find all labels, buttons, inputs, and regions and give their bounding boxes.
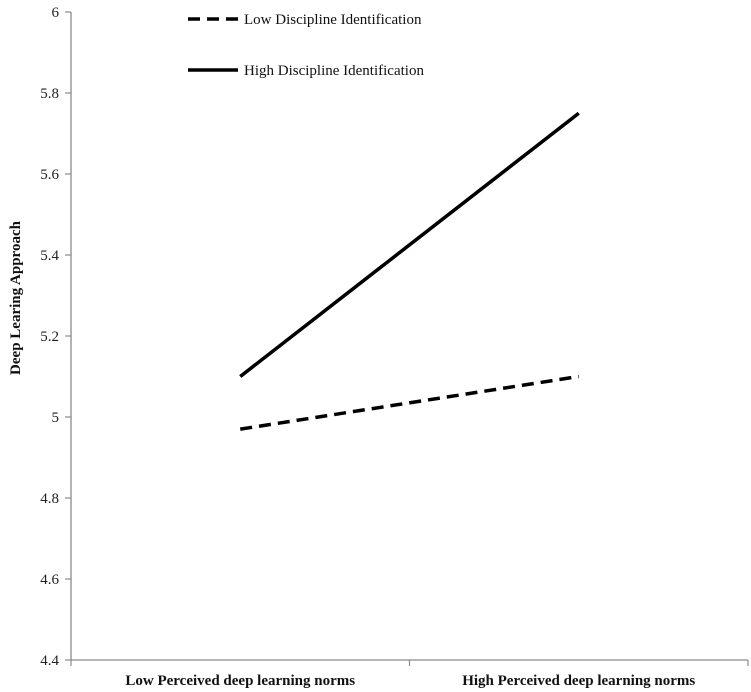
y-axis-ticks: 4.4 4.6 4.8 5 5.2 5.4 5.6 5.8 6 (40, 5, 71, 669)
series-line-high-discipline (239, 111, 580, 378)
y-tick-label: 4.6 (40, 572, 59, 588)
legend: Low Discipline Identification High Discip… (188, 12, 424, 79)
legend-label: High Discipline Identification (244, 63, 424, 79)
x-category-label: High Perceived deep learning norms (462, 673, 695, 689)
y-tick-label: 5.4 (40, 248, 59, 264)
data-series (239, 111, 580, 431)
x-category-label: Low Perceived deep learning norms (125, 673, 355, 689)
y-tick-label: 5.6 (40, 167, 59, 183)
axes (70, 12, 748, 661)
y-tick-label: 5 (52, 410, 60, 426)
y-tick-label: 4.4 (40, 653, 59, 669)
legend-label: Low Discipline Identification (244, 12, 422, 28)
x-axis-category-labels: Low Perceived deep learning norms High Pe… (70, 660, 749, 689)
series-line-low-discipline (239, 374, 580, 431)
y-tick-label: 5.8 (40, 86, 59, 102)
y-tick-label: 5.2 (40, 329, 59, 345)
y-tick-label: 6 (52, 5, 60, 21)
y-axis-label: Deep Learing Approach (8, 220, 24, 375)
y-tick-label: 4.8 (40, 491, 59, 507)
